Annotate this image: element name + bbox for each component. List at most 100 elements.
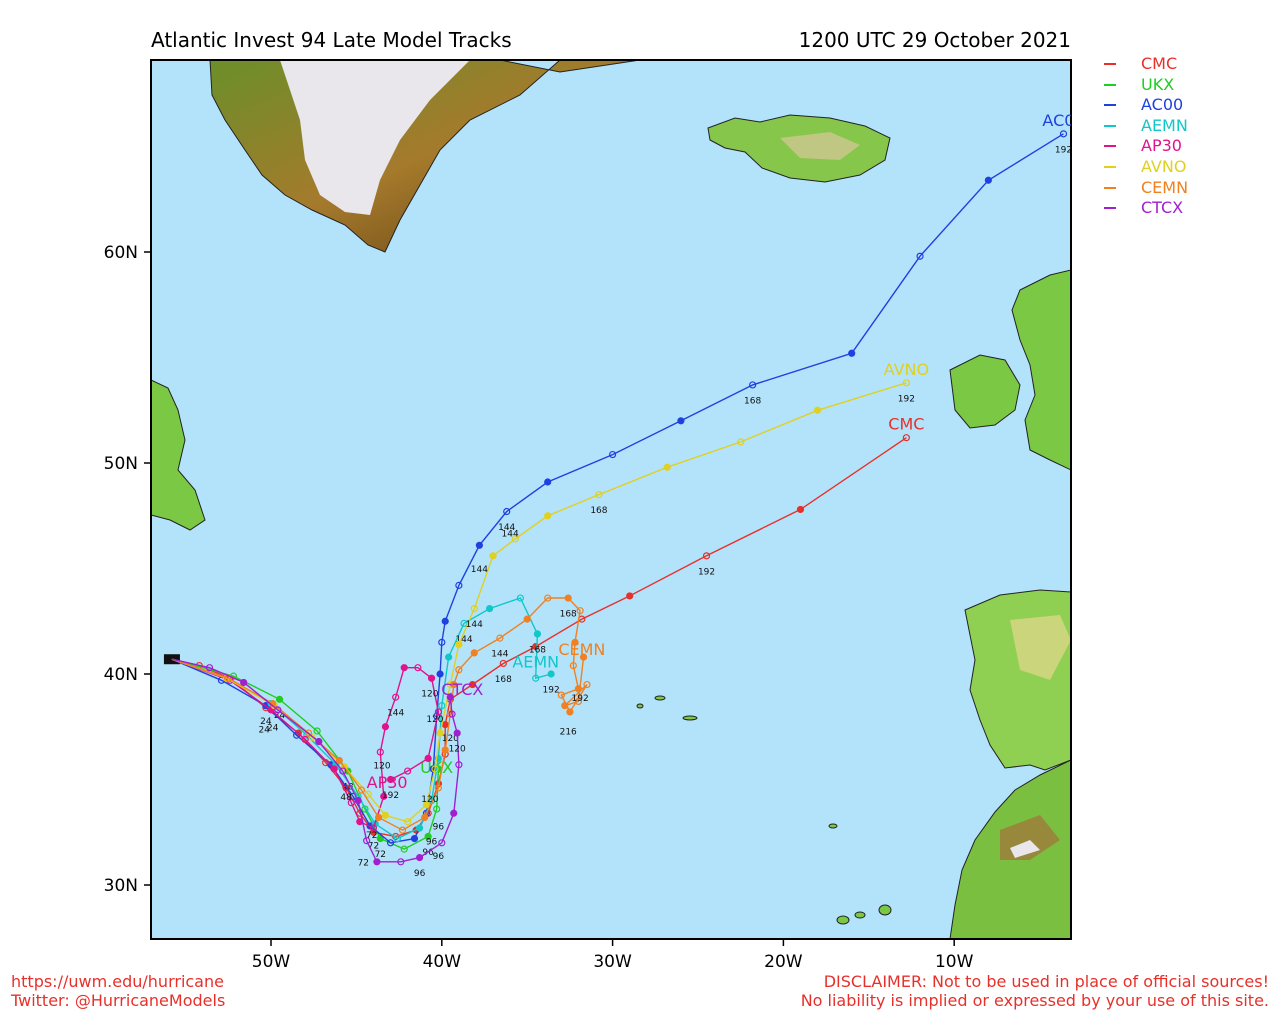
track-point (335, 756, 343, 765)
track-point (475, 541, 483, 549)
track-point (397, 858, 405, 866)
track-point (376, 834, 384, 843)
track-point (424, 754, 432, 763)
track-point (496, 634, 504, 642)
track-point (404, 767, 412, 775)
forecast-hour-label: 144 (491, 650, 508, 660)
track-point (438, 702, 446, 710)
forecast-hour-label: 192 (382, 791, 399, 801)
forecast-hour-label: 168 (560, 609, 577, 619)
track-point (489, 552, 497, 560)
forecast-hour-label: 96 (414, 869, 426, 879)
track-point (274, 706, 282, 714)
lon-tick-label: 40W (423, 952, 462, 972)
track-point (626, 592, 634, 600)
track-cemn[interactable]: 144 168 192 216 CEMN (171, 594, 605, 834)
forecast-hour-label: 144 (466, 620, 483, 630)
track-point (275, 695, 284, 703)
forecast-hour-label: 120 (421, 690, 438, 700)
track-point (436, 670, 444, 678)
forecast-hour-label: 120 (426, 715, 443, 725)
track-point (415, 853, 424, 862)
track-point (583, 680, 591, 689)
track-end-label: AEMN (512, 653, 559, 672)
track-point (455, 761, 463, 769)
track-point (381, 723, 390, 731)
track-point (446, 693, 454, 701)
track-point (813, 406, 822, 414)
forecast-hour-label: 144 (502, 529, 519, 539)
forecast-hour-label: 168 (495, 675, 512, 685)
track-point (574, 685, 583, 693)
track-point (557, 691, 565, 699)
track-point (400, 845, 408, 853)
axis-ticks: 50W 40W 30W 20W 10W 60N 50N 40N 30N (104, 243, 974, 972)
track-point (486, 604, 494, 613)
track-point (677, 417, 685, 425)
forecast-hour-label: 192 (698, 567, 715, 577)
map-title: Atlantic Invest 94 Late Model Tracks (151, 28, 512, 52)
track-point (364, 790, 372, 798)
track-point (386, 775, 395, 784)
track-point (400, 664, 408, 672)
track-point (595, 491, 603, 499)
legend-label: UKX (1141, 74, 1175, 94)
track-point (415, 824, 424, 832)
forecast-hour-label: 144 (498, 523, 515, 533)
track-point (347, 799, 355, 807)
lon-tick-label: 20W (764, 952, 803, 972)
map-frame (150, 59, 1072, 940)
track-line (171, 658, 440, 850)
track-point (564, 594, 572, 602)
track-end-label: CTCX (441, 680, 483, 699)
track-point (470, 649, 478, 657)
track-end-label: CMC (888, 415, 924, 434)
track-point (574, 697, 583, 706)
track-point (499, 659, 507, 668)
disclaimer-line-2: No liability is implied or expressed by … (800, 991, 1269, 1010)
track-point (205, 664, 214, 672)
forecast-hour-label: 120 (373, 761, 390, 771)
track-point (749, 381, 757, 389)
track-end-label: CEMN (558, 640, 605, 659)
track-point (533, 630, 542, 638)
track-point (386, 839, 395, 847)
forecast-hour-label: 24 (258, 726, 270, 736)
azores (636, 695, 698, 721)
track-point (438, 839, 446, 847)
track-point (392, 832, 400, 841)
legend-label: AVNO (1141, 156, 1187, 176)
track-point (380, 792, 388, 800)
track-point (455, 640, 463, 649)
track-point (455, 666, 463, 674)
track-point (301, 735, 309, 744)
track-point (363, 837, 371, 845)
legend-label: CTCX (1141, 198, 1184, 218)
forecast-hour-label: 192 (572, 694, 589, 704)
website-link[interactable]: https://uwm.edu/hurricane (11, 972, 224, 991)
canary-islands (828, 823, 892, 925)
track-end-label: AP30 (367, 773, 408, 792)
legend-label: CEMN (1141, 177, 1189, 197)
forecast-hour-label: 192 (543, 685, 560, 695)
twitter-handle[interactable]: Twitter: @HurricaneModels (11, 991, 226, 1010)
disclaimer: DISCLAIMER: Not to be used in place of o… (801, 972, 1269, 1010)
track-point (576, 607, 584, 615)
track-point (448, 710, 456, 718)
track-point (441, 746, 449, 754)
legend-label: AEMN (1141, 115, 1188, 135)
newfoundland (151, 379, 206, 531)
track-point (516, 594, 524, 602)
track-point (304, 729, 313, 737)
track-point (339, 767, 347, 775)
track-point (460, 619, 468, 627)
forecast-hour-label: 144 (387, 709, 404, 719)
track-point (468, 680, 477, 689)
track-point (381, 811, 390, 819)
track-point (523, 615, 531, 623)
track-point (398, 826, 407, 834)
track-point (438, 638, 446, 646)
lat-tick-label: 50N (104, 454, 138, 474)
